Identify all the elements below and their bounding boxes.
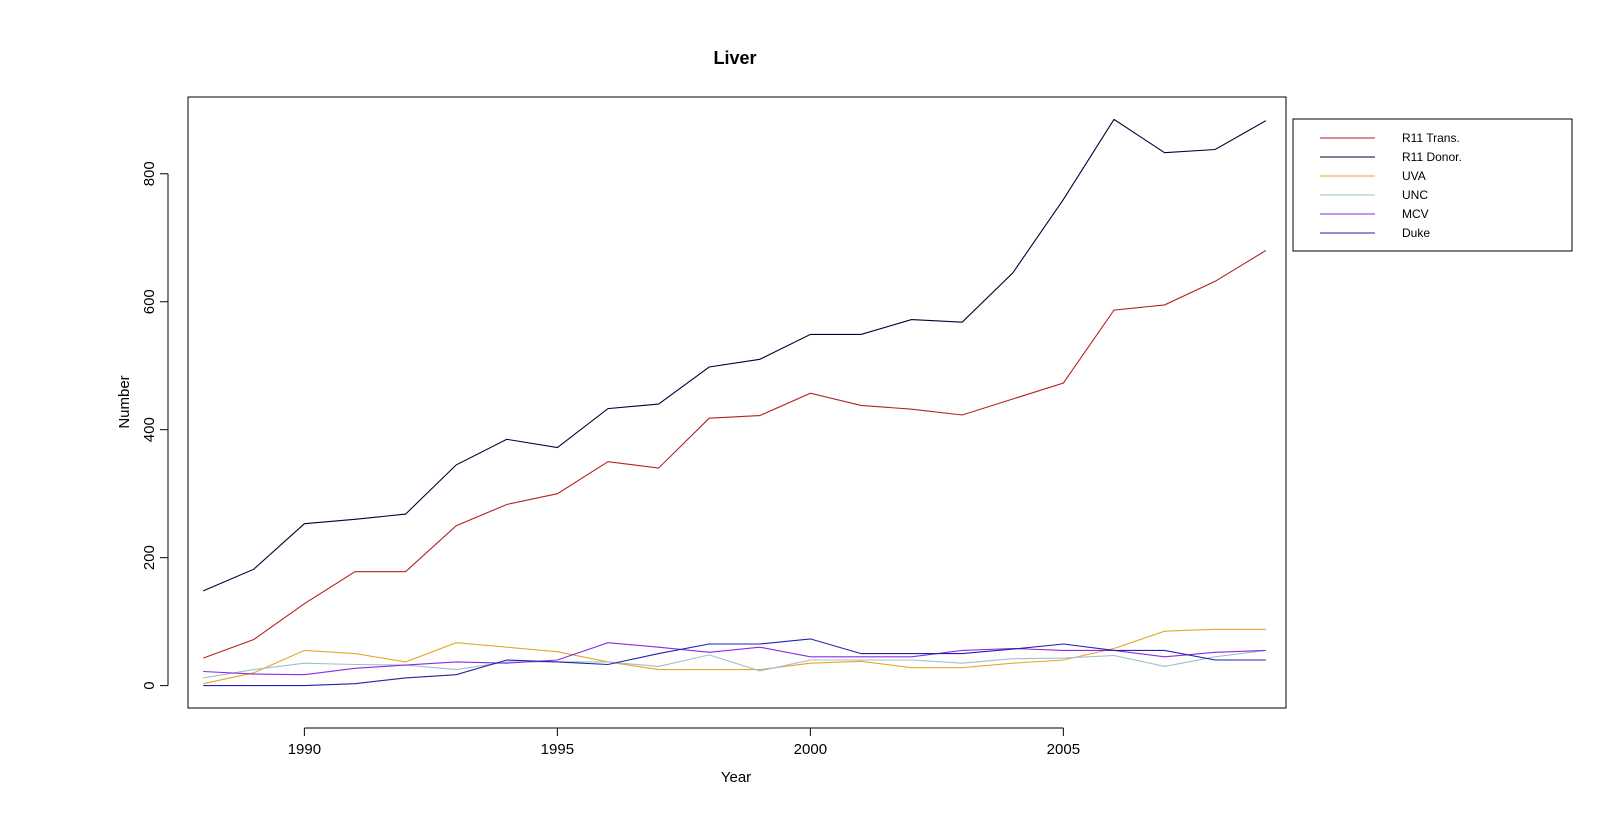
x-tick-label: 1995 — [541, 741, 574, 758]
legend: R11 Trans. R11 Donor. UVA UNC MCV Duke — [1292, 118, 1573, 252]
legend-label: R11 Donor. — [1402, 150, 1462, 164]
x-tick-label: 2005 — [1047, 741, 1080, 758]
series-line-unc — [203, 649, 1266, 679]
series-line-uva — [203, 628, 1266, 685]
x-axis-label: Year — [721, 769, 751, 786]
y-tick-label: 600 — [141, 289, 158, 314]
y-tick-label: 800 — [141, 161, 158, 186]
legend-box — [1292, 118, 1573, 252]
plot-area-frame — [187, 96, 1287, 709]
series-line-duke — [203, 638, 1266, 687]
y-axis-label: Number — [116, 375, 133, 428]
legend-label: UVA — [1402, 169, 1426, 183]
legend-label: R11 Trans. — [1402, 131, 1460, 145]
legend-label: UNC — [1402, 188, 1428, 202]
x-tick-label: 2000 — [794, 741, 827, 758]
series-line-r11-donor — [202, 118, 1267, 592]
x-axis: 1990 1995 2000 2005 — [288, 727, 1080, 758]
series-line-mcv — [203, 642, 1266, 676]
legend-label: MCV — [1402, 207, 1429, 221]
y-tick-label: 200 — [141, 545, 158, 570]
y-axis: 0 200 400 600 800 — [141, 161, 169, 690]
legend-label: Duke — [1402, 226, 1430, 240]
y-tick-label: 0 — [141, 681, 158, 689]
x-tick-label: 1990 — [288, 741, 321, 758]
series-line-r11-trans — [203, 250, 1267, 659]
y-tick-label: 400 — [141, 417, 158, 442]
series-lines — [202, 118, 1267, 687]
chart-title: Liver — [713, 48, 756, 68]
